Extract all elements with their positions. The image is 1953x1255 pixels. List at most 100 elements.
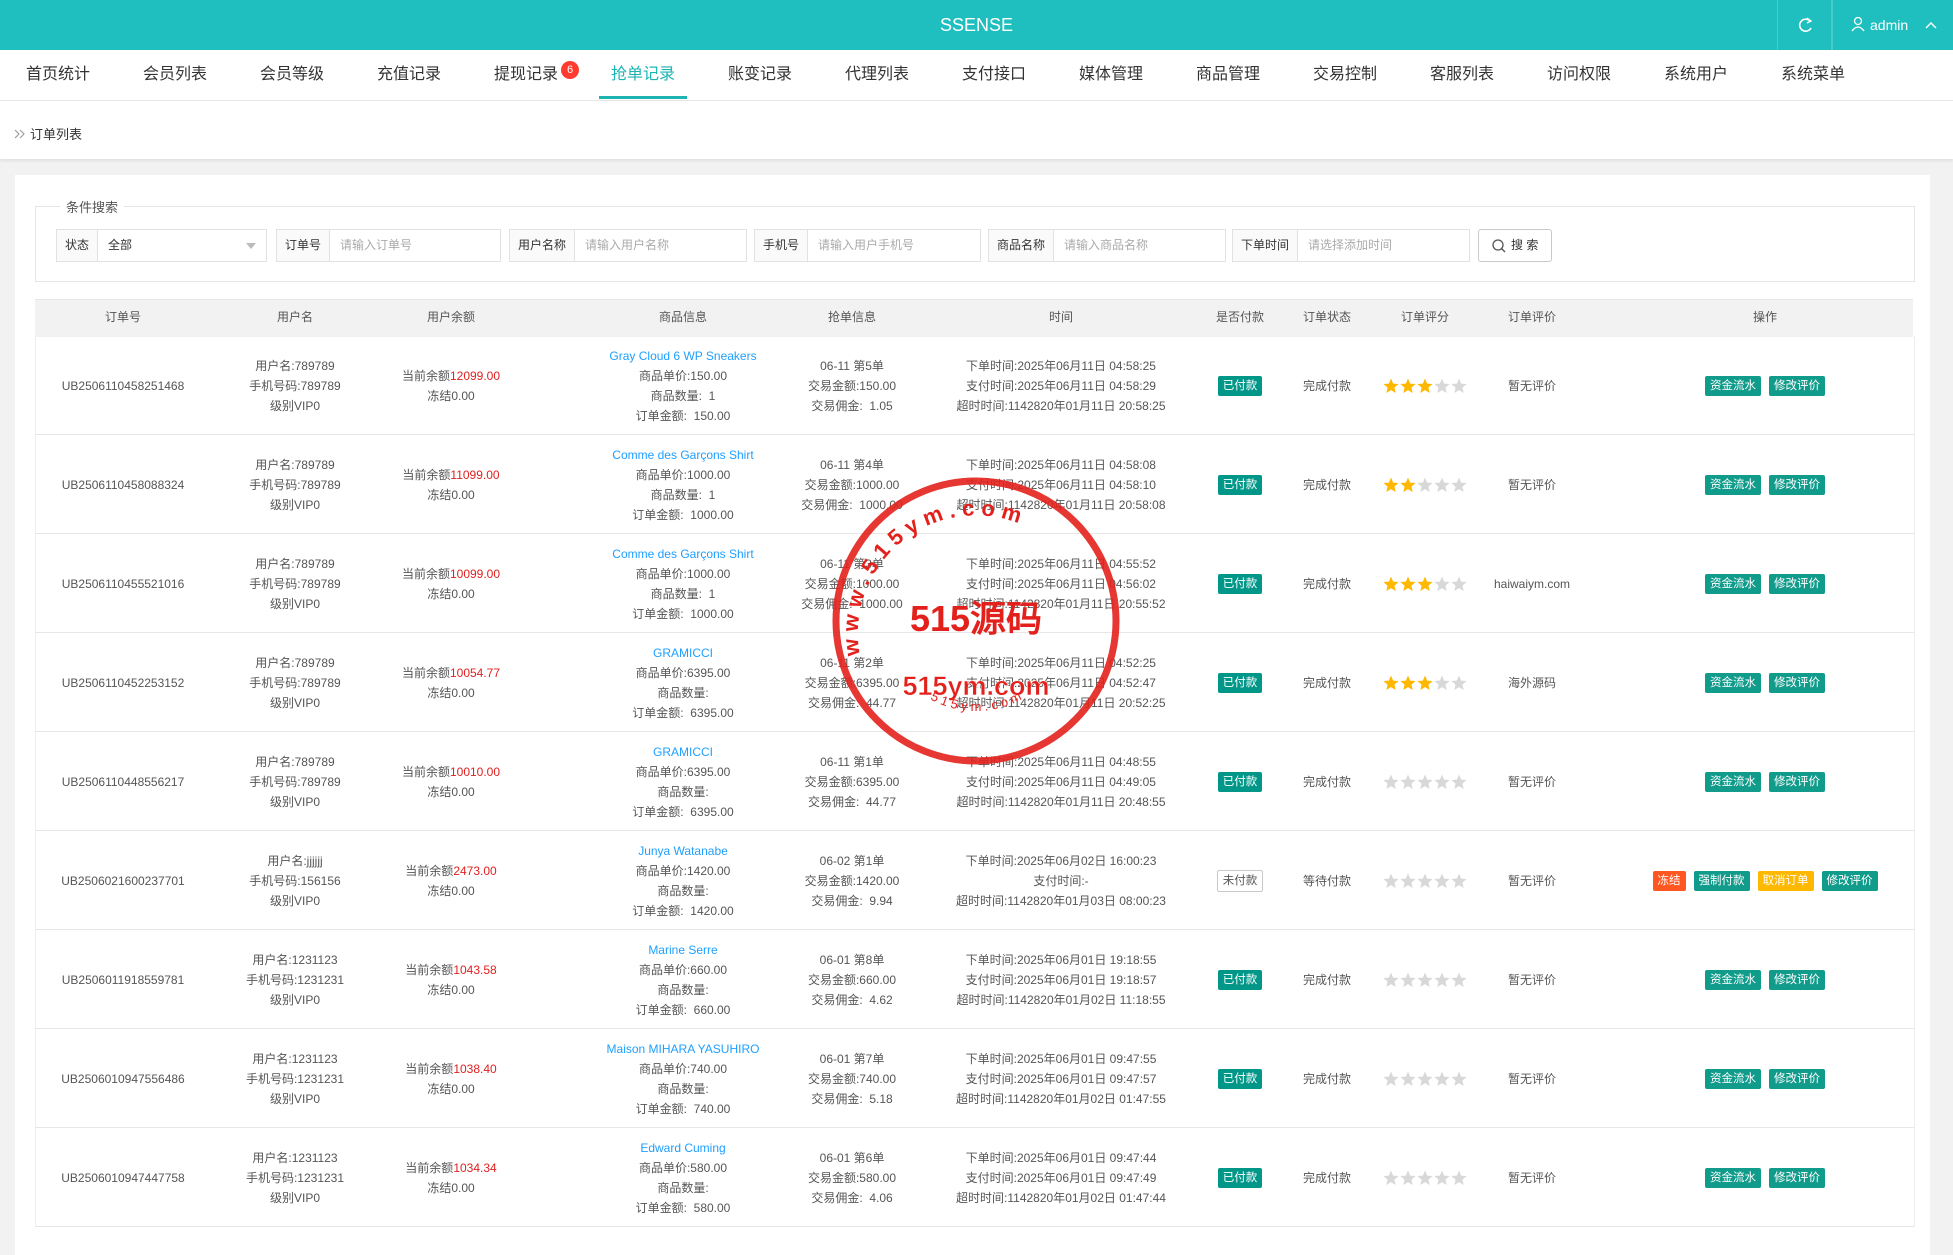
balance-label: 当前余额 bbox=[401, 368, 450, 383]
action-button[interactable]: 资金流水 bbox=[1705, 375, 1761, 396]
product-line: 商品单价:1420.00 bbox=[635, 863, 731, 878]
nav-item[interactable]: 商品管理 bbox=[1196, 66, 1261, 83]
time-line: 下单时间:2025年06月01日 09:47:44 bbox=[965, 1150, 1157, 1165]
nav-item[interactable]: 首页统计 bbox=[26, 66, 91, 83]
balance-label: 当前余额 bbox=[405, 863, 454, 878]
action-button[interactable]: 修改评价 bbox=[1769, 474, 1825, 495]
user-line: 手机号码:789789 bbox=[249, 576, 341, 591]
action-button[interactable]: 修改评价 bbox=[1769, 375, 1825, 396]
grab-line: 交易金额:580.00 bbox=[807, 1170, 897, 1185]
order-status: 完成付款 bbox=[1302, 675, 1351, 690]
balance-line: 当前余额11099.00 bbox=[402, 465, 499, 485]
action-button[interactable]: 修改评价 bbox=[1769, 672, 1825, 693]
refresh-icon[interactable] bbox=[1798, 18, 1812, 32]
product-line: 商品数量: 1 bbox=[650, 487, 716, 502]
product-name: Edward Cuming bbox=[640, 1140, 726, 1155]
balance-line: 当前余额1038.40 bbox=[405, 1059, 496, 1079]
star bbox=[1383, 774, 1399, 789]
product-line: 商品单价:1000.00 bbox=[635, 566, 731, 581]
table-row bbox=[35, 930, 1915, 1029]
action-button[interactable]: 修改评价 bbox=[1769, 573, 1825, 594]
search-field-label: 订单号 bbox=[277, 230, 331, 261]
nav-item[interactable]: 客服列表 bbox=[1430, 66, 1495, 83]
grab-cell: 06-11 第4单 交易金额:1000.00 交易佣金: 1000.00 bbox=[777, 435, 927, 534]
action-button[interactable]: 修改评价 bbox=[1769, 1167, 1825, 1188]
time-line: 支付时间:2025年06月11日 04:49:05 bbox=[966, 774, 1156, 789]
admin-user[interactable]: admin bbox=[1870, 17, 1909, 33]
balance-cell: 当前余额1043.58 冻结0.00 bbox=[371, 930, 531, 1029]
user-cell: 用户名:1231123 手机号码:1231231 级别VIP0 bbox=[225, 930, 365, 1029]
star bbox=[1451, 378, 1467, 393]
order-status: 完成付款 bbox=[1302, 774, 1351, 789]
product-name: Junya Watanabe bbox=[638, 843, 728, 858]
order-status: 完成付款 bbox=[1302, 378, 1351, 393]
action-button[interactable]: 资金流水 bbox=[1705, 771, 1761, 792]
action-button[interactable]: 资金流水 bbox=[1705, 672, 1761, 693]
pay-tag: 已付款 bbox=[1217, 672, 1263, 693]
table-row bbox=[35, 1029, 1915, 1128]
user-line: 用户名:789789 bbox=[255, 655, 335, 670]
star bbox=[1417, 1071, 1433, 1086]
nav-item[interactable]: 账变记录 bbox=[728, 66, 793, 83]
search-field[interactable]: 商品名称 请输入商品名称 bbox=[988, 229, 1226, 262]
search-placeholder: 请选择添加时间 bbox=[1308, 238, 1393, 252]
product-line: 订单金额: 660.00 bbox=[635, 1002, 731, 1017]
order-no-cell: UB2506110452253152 bbox=[28, 633, 218, 732]
product-line: 订单金额: 580.00 bbox=[635, 1200, 731, 1215]
nav-item[interactable]: 提现记录 bbox=[494, 66, 559, 83]
time-line: 下单时间:2025年06月01日 19:18:55 bbox=[965, 952, 1157, 967]
time-line: 下单时间:2025年06月11日 04:52:25 bbox=[966, 655, 1156, 670]
product-line: 商品单价:740.00 bbox=[638, 1061, 728, 1076]
nav-item[interactable]: 交易控制 bbox=[1313, 66, 1378, 83]
action-button[interactable]: 资金流水 bbox=[1705, 1167, 1761, 1188]
search-field[interactable]: 用户名称 请输入用户名称 bbox=[509, 229, 747, 262]
order-no-cell: UB2506010947447758 bbox=[28, 1128, 218, 1227]
pay-cell: 已付款 bbox=[1200, 336, 1280, 435]
breadcrumb[interactable]: 订单列表 bbox=[30, 127, 83, 142]
user-cell: 用户名:789789 手机号码:789789 级别VIP0 bbox=[225, 633, 365, 732]
nav-item[interactable]: 系统用户 bbox=[1664, 66, 1729, 83]
search-button[interactable]: 搜 索 bbox=[1478, 229, 1552, 262]
star bbox=[1417, 576, 1433, 591]
order-status: 完成付款 bbox=[1302, 1170, 1351, 1185]
nav-item[interactable]: 代理列表 bbox=[845, 66, 910, 83]
search-field[interactable]: 下单时间 请选择添加时间 bbox=[1232, 229, 1470, 262]
balance-amount: 10054.77 bbox=[449, 665, 501, 680]
nav-item[interactable]: 媒体管理 bbox=[1079, 66, 1144, 83]
product-line: 订单金额: 150.00 bbox=[635, 408, 731, 423]
star bbox=[1400, 972, 1416, 987]
nav-item[interactable]: 访问权限 bbox=[1547, 66, 1612, 83]
nav-item[interactable]: 会员列表 bbox=[143, 66, 208, 83]
action-button[interactable]: 资金流水 bbox=[1705, 969, 1761, 990]
order-no: UB2506011918559781 bbox=[61, 972, 185, 987]
nav-item[interactable]: 支付接口 bbox=[962, 66, 1027, 83]
grab-line: 06-11 第4单 bbox=[820, 457, 884, 472]
action-button[interactable]: 修改评价 bbox=[1769, 1068, 1825, 1089]
nav-item[interactable]: 会员等级 bbox=[260, 66, 325, 83]
brand: SSENSE bbox=[939, 15, 1014, 35]
order-no-cell: UB2506110458251468 bbox=[28, 336, 218, 435]
action-button[interactable]: 资金流水 bbox=[1705, 573, 1761, 594]
action-button[interactable]: 资金流水 bbox=[1705, 474, 1761, 495]
action-button[interactable]: 修改评价 bbox=[1769, 969, 1825, 990]
user-line: 级别VIP0 bbox=[269, 695, 321, 710]
order-no: UB2506010947447758 bbox=[61, 1170, 185, 1185]
search-field[interactable]: 状态 全部 bbox=[56, 229, 267, 262]
action-button[interactable]: 资金流水 bbox=[1705, 1068, 1761, 1089]
nav-item[interactable]: 系统菜单 bbox=[1781, 66, 1846, 83]
action-button[interactable]: 修改评价 bbox=[1821, 870, 1878, 891]
action-button[interactable]: 冻结 bbox=[1652, 870, 1686, 891]
action-button[interactable]: 强制付款 bbox=[1693, 870, 1750, 891]
nav-item[interactable]: 抢单记录 bbox=[611, 66, 676, 83]
star bbox=[1451, 972, 1467, 987]
status-cell: 完成付款 bbox=[1287, 633, 1367, 732]
time-cell: 下单时间:2025年06月11日 04:58:08 支付时间:2025年06月11… bbox=[941, 435, 1181, 534]
nav-item[interactable]: 充值记录 bbox=[377, 66, 442, 83]
action-button[interactable]: 取消订单 bbox=[1757, 870, 1814, 891]
action-button[interactable]: 修改评价 bbox=[1769, 771, 1825, 792]
search-field[interactable]: 手机号 请输入用户手机号 bbox=[754, 229, 981, 262]
star bbox=[1383, 1071, 1399, 1086]
time-cell: 下单时间:2025年06月02日 16:00:23 支付时间:- 超时时间:1142… bbox=[941, 831, 1181, 930]
search-field[interactable]: 订单号 请输入订单号 bbox=[276, 229, 501, 262]
